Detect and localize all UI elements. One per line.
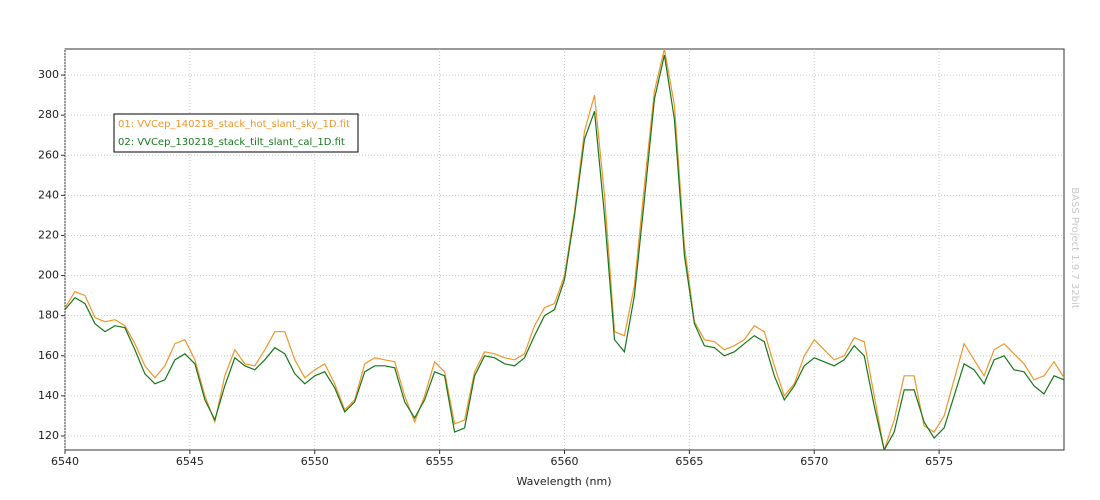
y-tick-label: 280 [38,108,59,121]
x-tick-label: 6565 [675,455,703,468]
x-tick-label: 6550 [301,455,329,468]
x-tick-label: 6560 [551,455,579,468]
x-tick-label: 6570 [800,455,828,468]
y-tick-label: 260 [38,148,59,161]
y-tick-label: 160 [38,349,59,362]
legend-box [113,113,359,153]
x-axis-label: Wavelength (nm) [516,475,611,488]
y-tick-label: 220 [38,228,59,241]
x-tick-label: 6540 [51,455,79,468]
y-tick-label: 240 [38,188,59,201]
x-tick-label: 6545 [176,455,204,468]
legend-label: 01: VVCep_140218_stack_hot_slant_sky_1D.… [118,119,350,130]
legend-label: 02: VVCep_130218_stack_tilt_slant_cal_1D… [118,137,345,148]
series-line [65,54,1064,450]
y-tick-label: 120 [38,429,59,442]
series-line [65,49,1064,450]
x-tick-label: 6555 [426,455,454,468]
y-tick-label: 180 [38,309,59,322]
x-tick-label: 6575 [925,455,953,468]
watermark: BASS Project 1.9.7 32bit [1069,187,1080,308]
y-tick-label: 140 [38,389,59,402]
y-tick-label: 200 [38,269,59,282]
y-tick-label: 300 [38,68,59,81]
